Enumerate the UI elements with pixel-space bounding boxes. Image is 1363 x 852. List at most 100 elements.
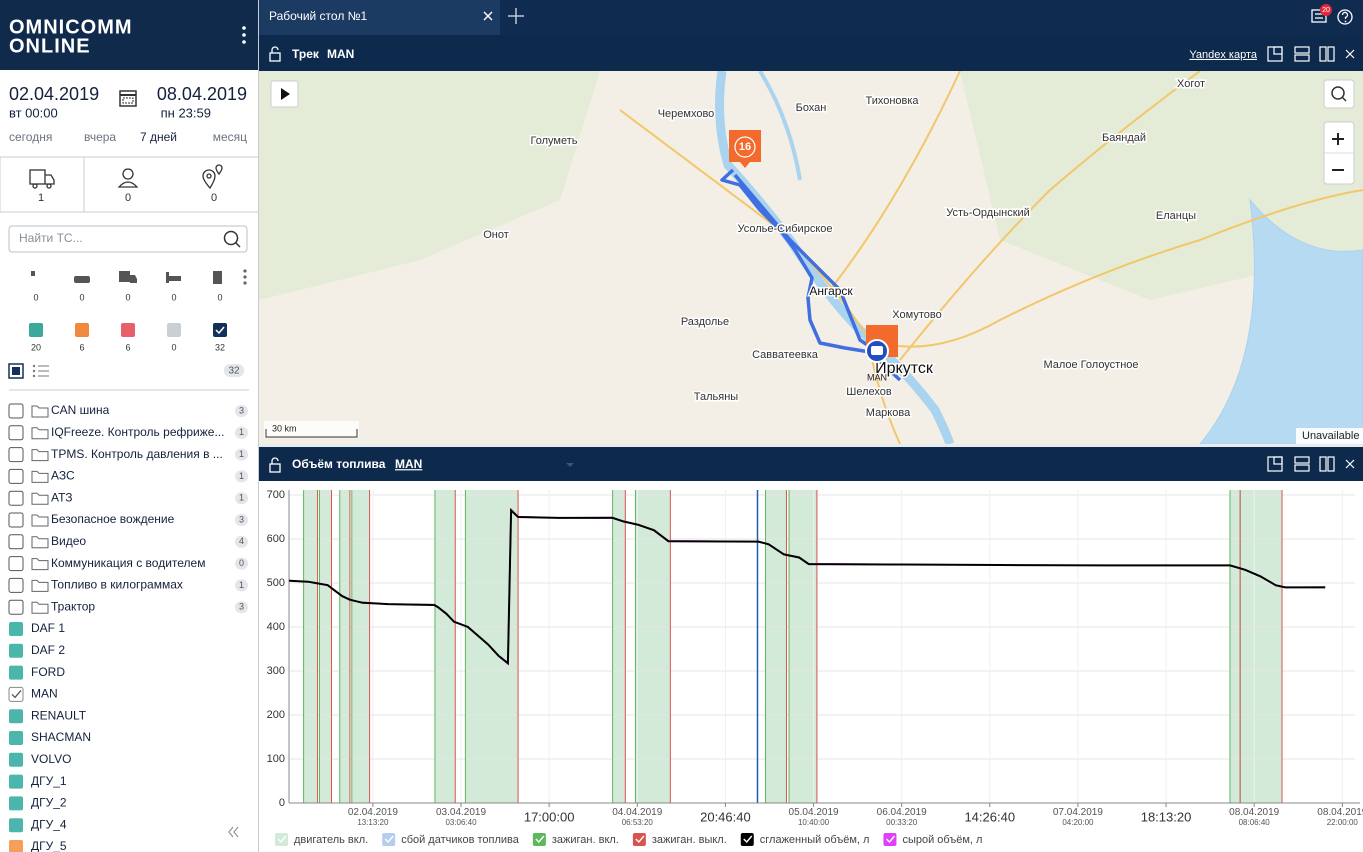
vehicle-color[interactable] <box>9 665 23 680</box>
vehicle-color[interactable] <box>9 709 23 724</box>
search-box[interactable] <box>8 225 248 253</box>
filter-count: 20 <box>31 342 41 352</box>
tab-close[interactable] <box>483 11 493 21</box>
group-name[interactable]: CAN шина <box>51 403 110 417</box>
vehicle-name[interactable]: ДГУ_1 <box>31 774 67 788</box>
vehicle-color[interactable] <box>9 622 23 636</box>
vehicle-marker[interactable] <box>865 339 889 363</box>
vehicle-color[interactable] <box>9 774 23 789</box>
legend-label[interactable]: двигатель вкл. <box>294 834 368 846</box>
map-source[interactable]: Yandex карта <box>1189 49 1258 61</box>
marker-count[interactable]: 16 <box>739 141 751 153</box>
legend-swatch[interactable] <box>632 833 646 846</box>
checkbox[interactable] <box>8 468 24 484</box>
vehicle-color[interactable] <box>9 818 23 833</box>
search-icon[interactable] <box>223 230 241 248</box>
vehicle-color[interactable] <box>9 643 23 658</box>
legend-swatch[interactable] <box>275 833 288 846</box>
lock-icon[interactable] <box>269 457 281 473</box>
legend-label[interactable]: сбой датчиков топлива <box>401 834 520 846</box>
checkbox[interactable] <box>8 599 24 615</box>
tab-icons[interactable] <box>29 164 223 190</box>
zoom[interactable] <box>1323 121 1355 185</box>
panel-object[interactable]: MAN <box>395 457 422 471</box>
range-option[interactable]: сегодня <box>9 130 52 144</box>
legend-swatch[interactable] <box>883 833 897 846</box>
group-name[interactable]: АТЗ <box>51 490 73 504</box>
legend-swatch[interactable] <box>740 833 754 846</box>
vehicle-name[interactable]: DAF 2 <box>31 643 65 657</box>
time-to[interactable]: пн 23:59 <box>161 105 211 120</box>
checkbox[interactable] <box>8 490 24 506</box>
vehicle-name[interactable]: VOLVO <box>31 752 71 766</box>
checkbox[interactable] <box>8 447 24 463</box>
vehicle-name[interactable]: FORD <box>31 665 65 679</box>
event-marker[interactable] <box>729 130 761 168</box>
vehicle-name[interactable]: ДГУ_2 <box>31 796 67 810</box>
checkbox[interactable] <box>8 556 24 572</box>
menu-dots[interactable] <box>242 26 246 44</box>
status-menu[interactable] <box>243 269 247 285</box>
play-button[interactable] <box>270 80 299 108</box>
color-filter[interactable] <box>75 323 89 337</box>
status-icons[interactable] <box>31 271 222 284</box>
tab-title[interactable]: Рабочий стол №1 <box>269 9 368 23</box>
legend-swatch[interactable] <box>382 833 396 846</box>
color-filter[interactable] <box>167 323 181 337</box>
date-from[interactable]: 02.04.2019 <box>9 84 99 104</box>
legend-swatch[interactable] <box>532 833 546 846</box>
range-option[interactable]: месяц <box>213 130 247 144</box>
lock-icon[interactable] <box>269 46 281 62</box>
panel-controls[interactable] <box>1267 46 1355 62</box>
color-filter[interactable] <box>213 323 227 337</box>
splitter[interactable] <box>259 444 1363 447</box>
checkbox[interactable] <box>8 534 24 550</box>
color-filter[interactable] <box>121 323 135 337</box>
group-name[interactable]: Коммуникация с водителем <box>51 556 205 570</box>
checkbox[interactable] <box>8 403 24 419</box>
map-search[interactable] <box>1323 79 1355 109</box>
calendar-icon[interactable] <box>119 90 137 107</box>
group-name[interactable]: TPMS. Контроль давления в ... <box>51 447 223 461</box>
add-tab[interactable] <box>508 8 524 24</box>
legend-label[interactable]: зажиган. вкл. <box>552 834 619 846</box>
legend-check <box>384 835 394 844</box>
time-from[interactable]: вт 00:00 <box>9 105 58 120</box>
range-option[interactable]: вчера <box>84 130 116 144</box>
checkbox[interactable] <box>8 425 24 441</box>
group-name[interactable]: Топливо в килограммах <box>51 578 183 592</box>
active-tab[interactable] <box>259 0 500 35</box>
checkbox[interactable] <box>8 577 24 593</box>
vehicle-color[interactable] <box>9 731 23 745</box>
group-name[interactable]: Безопасное вождение <box>51 512 175 526</box>
collapse[interactable] <box>228 826 239 838</box>
vehicle-name[interactable]: SHACMAN <box>31 730 91 744</box>
vehicle-name[interactable]: MAN <box>31 687 58 701</box>
group-name[interactable]: Видео <box>51 534 86 548</box>
panel-object[interactable]: MAN <box>327 47 354 61</box>
search-placeholder[interactable]: Найти ТС... <box>19 231 83 245</box>
group-name[interactable]: Трактор <box>51 599 95 613</box>
vehicle-name[interactable]: RENAULT <box>31 708 87 722</box>
group-name[interactable]: IQFreeze. Контроль рефриже... <box>51 425 224 439</box>
color-filter[interactable] <box>29 323 43 337</box>
group-name[interactable]: АЗС <box>51 469 75 483</box>
map[interactable]: Черемхово Бохан Тихоновка Хогот Голуметь Баян… <box>259 71 1363 444</box>
checkbox[interactable] <box>8 512 24 528</box>
checkbox[interactable] <box>8 686 24 702</box>
vehicle-name[interactable]: ДГУ_5 <box>31 839 67 852</box>
legend-label[interactable]: зажиган. выкл. <box>652 834 727 846</box>
vehicle-color[interactable] <box>9 796 23 811</box>
vehicle-name[interactable]: ДГУ_4 <box>31 817 67 831</box>
vehicle-color[interactable] <box>9 752 23 767</box>
range-option[interactable]: 7 дней <box>140 130 177 144</box>
view-icons[interactable] <box>8 363 49 379</box>
date-to[interactable]: 08.04.2019 <box>157 84 247 104</box>
dropdown-caret[interactable] <box>566 463 574 467</box>
vehicle-name[interactable]: DAF 1 <box>31 621 65 635</box>
panel-controls[interactable] <box>1267 456 1355 472</box>
help[interactable] <box>1337 9 1353 25</box>
legend-label[interactable]: сырой объём, л <box>902 834 982 846</box>
vehicle-color[interactable] <box>9 840 23 852</box>
legend-label[interactable]: сглаженный объём, л <box>760 834 870 846</box>
